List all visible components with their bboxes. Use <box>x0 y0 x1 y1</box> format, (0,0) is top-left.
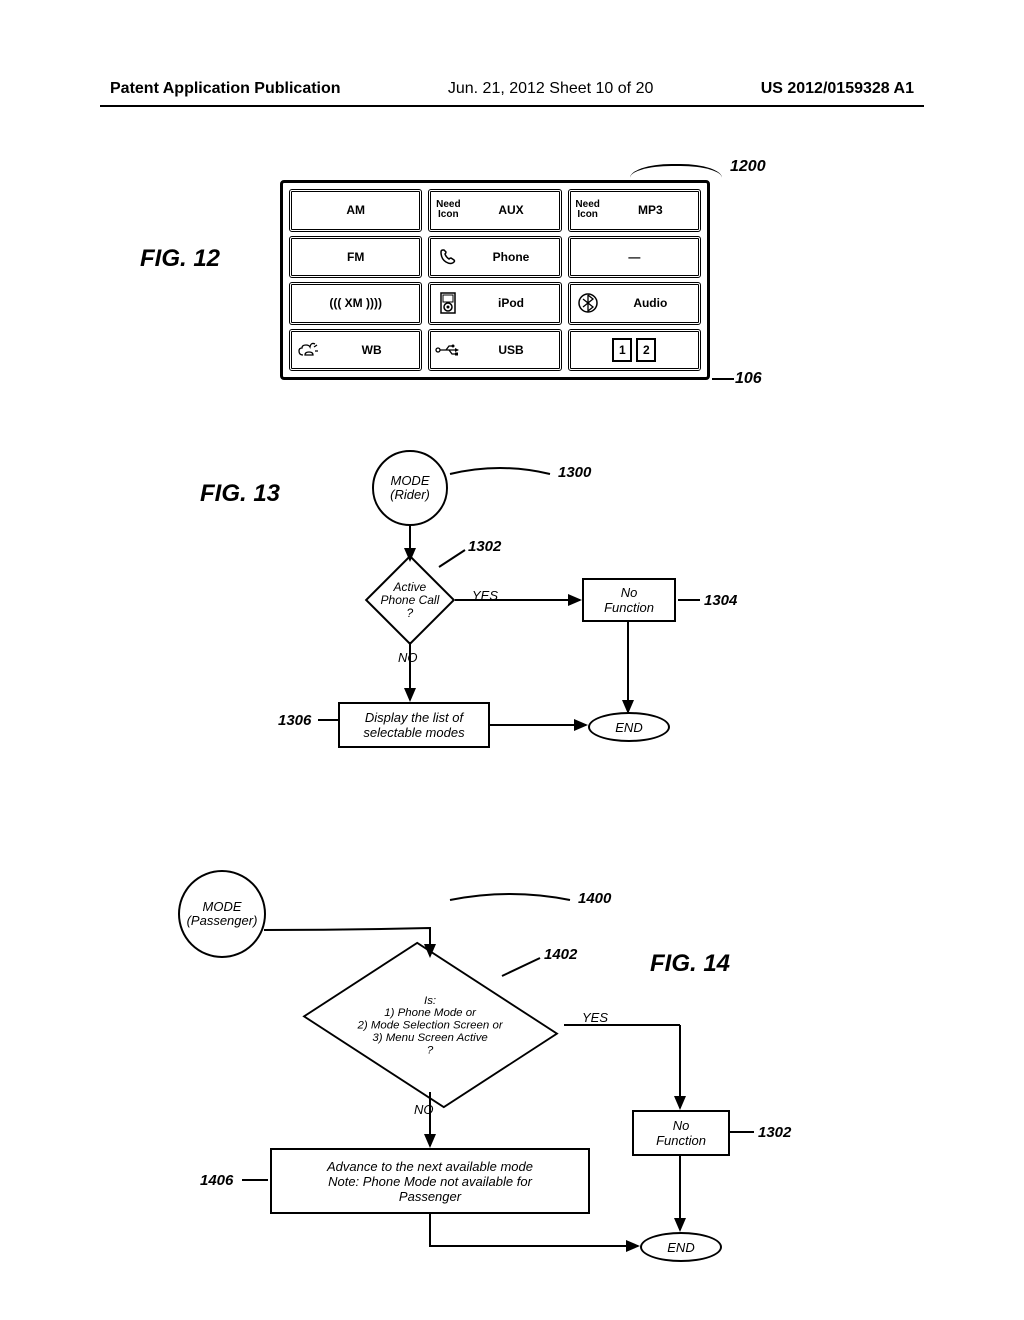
ref-1200: 1200 <box>730 158 766 176</box>
bluetooth-icon <box>575 293 601 313</box>
fig14-yes: YES <box>582 1010 608 1025</box>
fig14-start: MODE(Passenger) <box>178 870 266 958</box>
fig13-end: END <box>588 712 670 742</box>
ref-1302b: 1302 <box>758 1124 791 1141</box>
leader-106 <box>712 378 734 380</box>
need-icon: NeedIcon <box>575 200 601 220</box>
header-right: US 2012/0159328 A1 <box>761 80 914 98</box>
fig14-nofunc: NoFunction <box>632 1110 730 1156</box>
ref-1304: 1304 <box>704 592 737 609</box>
fig13-start: MODE(Rider) <box>372 450 448 526</box>
cloud-icon <box>296 341 322 359</box>
fig13-yes: YES <box>472 588 498 603</box>
fig12-label: FIG. 12 <box>140 245 220 273</box>
cell-xm: ((( XM )))) <box>289 282 422 325</box>
header-left: Patent Application Publication <box>110 80 341 98</box>
fig12-grid: AM NeedIcon AUX NeedIcon MP3 FM Phone — … <box>280 180 710 380</box>
ref-1306: 1306 <box>278 712 311 729</box>
ref-1400: 1400 <box>578 890 611 907</box>
usb-icon <box>435 342 461 358</box>
ref-1406: 1406 <box>200 1172 233 1189</box>
cell-ipod: iPod <box>428 282 561 325</box>
fig13-label: FIG. 13 <box>200 480 280 508</box>
fig14-advance: Advance to the next available modeNote: … <box>270 1148 590 1214</box>
fig13-nofunc: NoFunction <box>582 578 676 622</box>
cell-wb: WB <box>289 329 422 372</box>
cell-phone: Phone <box>428 236 561 279</box>
ref-1300: 1300 <box>558 464 591 481</box>
leader-1200 <box>630 164 722 178</box>
cell-am: AM <box>289 189 422 232</box>
cell-usb: USB <box>428 329 561 372</box>
phone-icon <box>435 247 461 267</box>
cell-dash: — <box>568 236 701 279</box>
need-icon: NeedIcon <box>435 200 461 220</box>
fig13-flowchart: MODE(Rider) ActivePhone Call? YES NO NoF… <box>280 450 780 800</box>
fig14-no: NO <box>414 1102 434 1117</box>
page-1: 1 <box>612 338 632 362</box>
fig14-flowchart: MODE(Passenger) Is:1) Phone Mode or2) Mo… <box>150 870 850 1290</box>
cell-mp3: NeedIcon MP3 <box>568 189 701 232</box>
cell-audio: Audio <box>568 282 701 325</box>
fig13-no: NO <box>398 650 418 665</box>
ref-106: 106 <box>735 370 762 388</box>
ref-1402: 1402 <box>544 946 577 963</box>
header-center: Jun. 21, 2012 Sheet 10 of 20 <box>448 80 654 98</box>
cell-fm: FM <box>289 236 422 279</box>
cell-pages: 1 2 <box>568 329 701 372</box>
cell-aux: NeedIcon AUX <box>428 189 561 232</box>
fig14-end: END <box>640 1232 722 1262</box>
page-header: Patent Application Publication Jun. 21, … <box>0 80 1024 98</box>
header-rule <box>100 105 924 107</box>
page-2: 2 <box>636 338 656 362</box>
ref-1302: 1302 <box>468 538 501 555</box>
fig13-display: Display the list ofselectable modes <box>338 702 490 748</box>
ipod-icon <box>435 292 461 314</box>
